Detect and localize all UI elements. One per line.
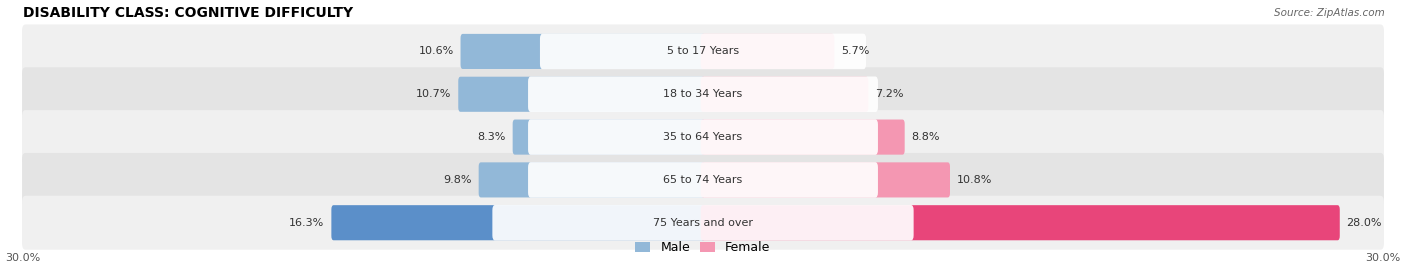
FancyBboxPatch shape xyxy=(700,162,950,197)
Text: Source: ZipAtlas.com: Source: ZipAtlas.com xyxy=(1274,8,1385,18)
Text: 5 to 17 Years: 5 to 17 Years xyxy=(666,47,740,56)
Text: 5.7%: 5.7% xyxy=(841,47,869,56)
FancyBboxPatch shape xyxy=(478,162,706,197)
Text: 10.8%: 10.8% xyxy=(957,175,993,185)
FancyBboxPatch shape xyxy=(22,196,1384,250)
FancyBboxPatch shape xyxy=(22,153,1384,207)
FancyBboxPatch shape xyxy=(513,119,706,155)
FancyBboxPatch shape xyxy=(529,119,877,155)
Text: 75 Years and over: 75 Years and over xyxy=(652,218,754,228)
Text: DISABILITY CLASS: COGNITIVE DIFFICULTY: DISABILITY CLASS: COGNITIVE DIFFICULTY xyxy=(22,6,353,20)
FancyBboxPatch shape xyxy=(461,34,706,69)
Text: 16.3%: 16.3% xyxy=(290,218,325,228)
Text: 9.8%: 9.8% xyxy=(443,175,472,185)
FancyBboxPatch shape xyxy=(700,119,904,155)
Text: 10.6%: 10.6% xyxy=(419,47,454,56)
Text: 65 to 74 Years: 65 to 74 Years xyxy=(664,175,742,185)
FancyBboxPatch shape xyxy=(529,162,877,198)
FancyBboxPatch shape xyxy=(540,34,866,69)
FancyBboxPatch shape xyxy=(332,205,706,240)
FancyBboxPatch shape xyxy=(492,205,914,240)
FancyBboxPatch shape xyxy=(22,24,1384,79)
Legend: Male, Female: Male, Female xyxy=(636,241,770,254)
FancyBboxPatch shape xyxy=(700,205,1340,240)
FancyBboxPatch shape xyxy=(22,67,1384,121)
Text: 7.2%: 7.2% xyxy=(875,89,904,99)
FancyBboxPatch shape xyxy=(458,77,706,112)
FancyBboxPatch shape xyxy=(529,76,877,112)
FancyBboxPatch shape xyxy=(700,77,869,112)
Text: 8.8%: 8.8% xyxy=(911,132,941,142)
Text: 28.0%: 28.0% xyxy=(1347,218,1382,228)
Text: 8.3%: 8.3% xyxy=(478,132,506,142)
Text: 35 to 64 Years: 35 to 64 Years xyxy=(664,132,742,142)
FancyBboxPatch shape xyxy=(22,110,1384,164)
Text: 10.7%: 10.7% xyxy=(416,89,451,99)
Text: 18 to 34 Years: 18 to 34 Years xyxy=(664,89,742,99)
FancyBboxPatch shape xyxy=(700,34,834,69)
